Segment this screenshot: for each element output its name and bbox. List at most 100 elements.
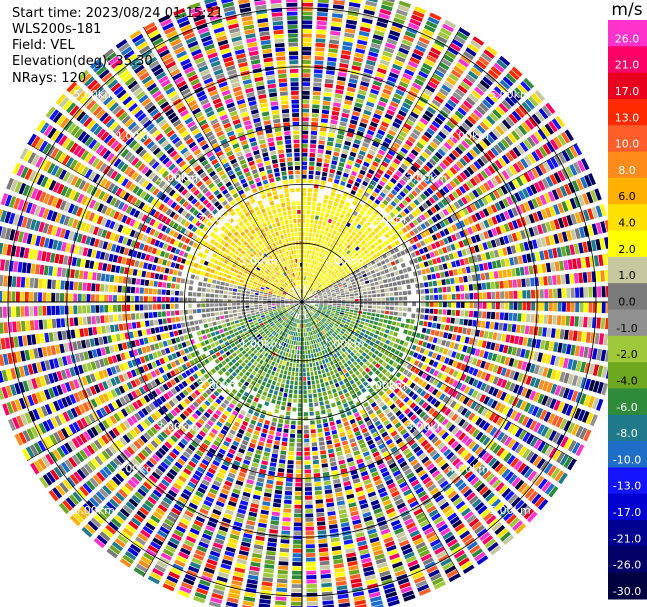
velocity-gate (366, 394, 372, 401)
velocity-gate (461, 249, 467, 257)
velocity-gate (304, 473, 312, 478)
velocity-gate (281, 346, 285, 351)
velocity-gate (480, 508, 491, 519)
velocity-gate (434, 494, 445, 503)
velocity-gate (274, 408, 280, 414)
velocity-gate (307, 385, 312, 390)
velocity-gate (261, 371, 266, 377)
velocity-gate (329, 316, 333, 319)
velocity-gate (410, 202, 417, 209)
velocity-gate (276, 368, 281, 373)
velocity-gate (386, 109, 395, 116)
velocity-gate (475, 187, 484, 196)
velocity-gate (600, 349, 607, 362)
velocity-gate (398, 401, 405, 409)
velocity-gate (462, 154, 471, 164)
velocity-gate (480, 170, 489, 179)
velocity-gate (311, 433, 317, 438)
velocity-gate (278, 463, 285, 469)
velocity-gate (376, 21, 388, 28)
velocity-gate (457, 326, 463, 334)
velocity-gate (326, 506, 335, 512)
velocity-gate (332, 206, 337, 211)
velocity-gate (399, 374, 405, 381)
velocity-gate (249, 374, 254, 380)
velocity-gate (314, 304, 319, 307)
velocity-gate (324, 260, 328, 265)
velocity-gate (388, 149, 396, 157)
velocity-gate (339, 213, 345, 219)
velocity-gate (490, 545, 502, 556)
velocity-gate (479, 330, 485, 338)
velocity-gate (471, 548, 484, 558)
velocity-gate (413, 483, 422, 491)
velocity-gate (408, 350, 415, 357)
velocity-gate (256, 445, 264, 451)
velocity-gate (259, 514, 269, 520)
velocity-gate (451, 39, 464, 48)
velocity-gate (309, 312, 313, 316)
velocity-gate (403, 420, 411, 427)
velocity-gate (281, 530, 290, 535)
velocity-gate (314, 265, 318, 270)
velocity-gate (584, 174, 592, 187)
velocity-gate (524, 467, 534, 479)
velocity-gate (401, 175, 409, 183)
velocity-gate (359, 305, 364, 308)
velocity-gate (330, 289, 335, 292)
velocity-gate (302, 126, 309, 131)
velocity-gate (416, 40, 428, 49)
velocity-gate (293, 531, 302, 536)
velocity-gate (460, 103, 470, 113)
velocity-gate (340, 413, 346, 419)
velocity-gate (496, 59, 508, 70)
velocity-gate (334, 263, 339, 268)
velocity-gate (371, 191, 378, 198)
velocity-gate (466, 237, 473, 245)
velocity-gate (314, 343, 317, 349)
velocity-gate (336, 307, 341, 310)
velocity-gate (305, 495, 313, 500)
velocity-gate (595, 270, 601, 282)
velocity-gate (442, 309, 447, 315)
velocity-gate (303, 390, 307, 394)
velocity-gate (294, 385, 298, 390)
velocity-gate (432, 280, 438, 287)
velocity-gate (475, 431, 484, 441)
velocity-gate (339, 314, 344, 317)
velocity-gate (483, 331, 489, 339)
velocity-gate (292, 336, 295, 341)
velocity-gate (367, 351, 373, 357)
velocity-gate (531, 113, 542, 125)
velocity-gate (325, 381, 330, 387)
velocity-gate (369, 413, 377, 419)
velocity-gate (462, 327, 467, 335)
velocity-gate (488, 386, 495, 395)
velocity-gate (366, 0, 378, 3)
velocity-gate (339, 261, 344, 266)
velocity-gate (429, 124, 438, 132)
velocity-gate (415, 433, 423, 441)
velocity-gate (425, 374, 432, 382)
velocity-gate (311, 344, 315, 349)
velocity-gate (398, 150, 406, 158)
velocity-gate (586, 191, 594, 204)
velocity-gate (337, 217, 343, 223)
velocity-gate (307, 263, 310, 268)
velocity-gate (306, 210, 311, 215)
velocity-gate (361, 318, 366, 322)
velocity-gate (591, 397, 600, 410)
velocity-gate (371, 84, 381, 91)
velocity-gate (416, 354, 423, 360)
velocity-gate (434, 302, 439, 307)
velocity-gate (321, 387, 326, 392)
velocity-gate (425, 429, 433, 438)
velocity-gate (374, 199, 381, 205)
velocity-gate (309, 157, 315, 162)
velocity-gate (318, 278, 322, 283)
velocity-gate (364, 64, 375, 71)
velocity-gate (320, 573, 331, 579)
velocity-gate (333, 268, 338, 272)
velocity-gate (398, 382, 405, 389)
velocity-gate (433, 168, 441, 176)
